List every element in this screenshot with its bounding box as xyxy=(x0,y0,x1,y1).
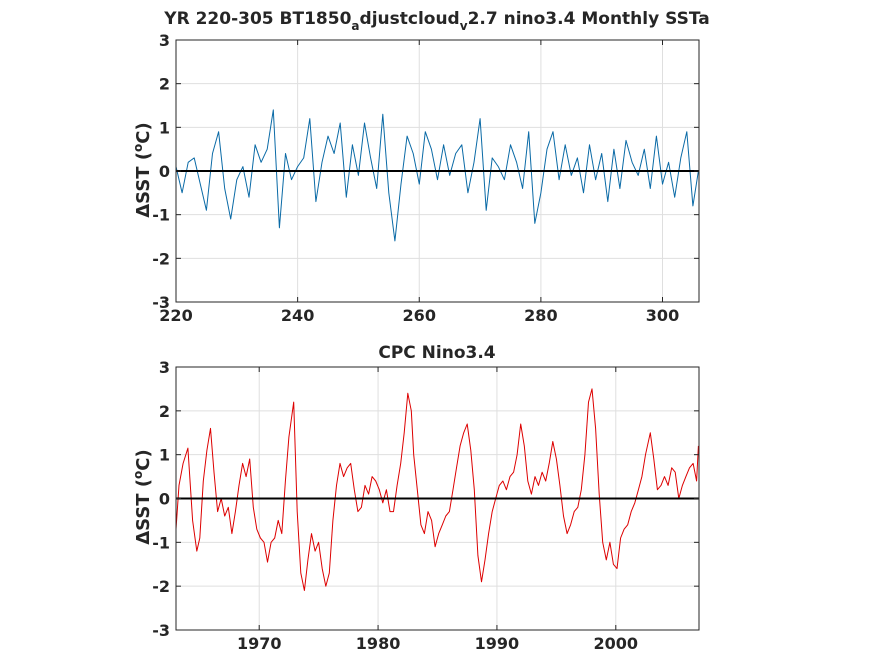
x-tick-label: 280 xyxy=(524,306,557,325)
y-tick-label: -2 xyxy=(152,577,170,596)
x-tick-label: 300 xyxy=(646,306,679,325)
y-tick-label: 1 xyxy=(159,446,170,465)
y-tick-label: 3 xyxy=(159,358,170,377)
x-tick-label: 240 xyxy=(281,306,314,325)
y-tick-label: -3 xyxy=(152,293,170,312)
y-tick-label: 2 xyxy=(159,402,170,421)
top-panel-title: YR 220-305 BT1850adjustcloudv2.7 nino3.4… xyxy=(163,9,709,33)
x-tick-label: 1970 xyxy=(237,634,282,653)
bottom-panel-title: CPC Nino3.4 xyxy=(378,343,495,363)
y-tick-label: -1 xyxy=(152,206,170,225)
x-tick-label: 2000 xyxy=(594,634,639,653)
top-panel-ylabel: ΔSST (oC) xyxy=(131,122,154,218)
y-tick-label: 0 xyxy=(159,490,170,509)
x-tick-label: 1990 xyxy=(475,634,520,653)
series-line xyxy=(175,109,699,242)
bottom-panel: CPC Nino3.4 ΔSST (oC) 1970 1980 1990 2000 -3… xyxy=(131,343,700,653)
top-panel: YR 220-305 BT1850adjustcloudv2.7 nino3.4… xyxy=(131,9,710,325)
y-tick-label: 3 xyxy=(159,31,170,50)
y-tick-label: -1 xyxy=(152,533,170,552)
y-tick-label: 1 xyxy=(159,118,170,137)
y-tick-label: 2 xyxy=(159,75,170,94)
x-tick-label: 1980 xyxy=(356,634,401,653)
y-tick-label: -2 xyxy=(152,249,170,268)
y-tick-label: 0 xyxy=(159,162,170,181)
y-tick-label: -3 xyxy=(152,621,170,640)
x-tick-label: 220 xyxy=(159,306,192,325)
x-tick-label: 260 xyxy=(403,306,436,325)
series-line xyxy=(175,388,699,591)
bottom-panel-ylabel: ΔSST (oC) xyxy=(131,449,154,545)
